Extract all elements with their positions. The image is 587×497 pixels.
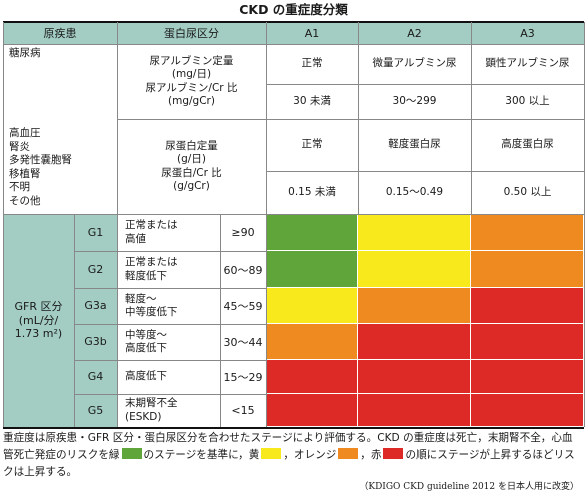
gfr-code: G4 [74, 360, 117, 394]
risk-cell [358, 324, 471, 360]
gfr-range: ≥90 [231, 226, 255, 239]
other-a3-label: 高度蛋白尿 [501, 138, 554, 151]
gfr-range: <15 [231, 404, 255, 417]
right-border [584, 22, 585, 427]
footer-text-3: ，オレンジ [283, 449, 337, 461]
source-citation: （KDIGO CKD guideline 2012 を日本人用に改変） [359, 482, 579, 492]
page-title: CKD の重症度分類 [239, 2, 348, 17]
gfr-label: GFR 区分 (mL/分/ 1.73 m²) [3, 214, 74, 427]
bottom-rule [3, 427, 584, 429]
header-cause-label: 原疾患 [43, 27, 77, 40]
risk-cell [266, 324, 358, 360]
diabetes-a1-range: 30 未満 [293, 94, 331, 107]
risk-cell [471, 251, 584, 288]
risk-cell [266, 288, 358, 324]
col-rule-2 [266, 22, 267, 427]
diabetes-a2-range: 30〜299 [392, 94, 437, 107]
diabetes-measure: 尿アルブミン定量 (mg/日) 尿アルブミン/Cr 比 (mg/gCr) [145, 54, 238, 108]
green-swatch [121, 448, 142, 459]
gfr-row-rule [74, 251, 266, 252]
risk-cell [358, 288, 471, 324]
col-rule-gfr [74, 214, 75, 427]
col-rule-1 [117, 22, 118, 214]
gfr-description: 末期腎不全 (ESKD) [125, 397, 178, 423]
gfr-description: 正常または 高値 [125, 219, 178, 245]
header-a3-label: A3 [520, 26, 535, 40]
top-rule [3, 21, 584, 23]
footer-text-4: ，赤 [360, 449, 382, 461]
risk-cell [358, 394, 471, 427]
gfr-range: 15〜29 [223, 371, 263, 384]
gfr-description: 高度低下 [125, 370, 167, 383]
gfr-description: 軽度〜 中等度低下 [125, 292, 178, 319]
header-proteinuria-label: 蛋白尿区分 [164, 27, 219, 40]
footer-text-5: の順にステージが上昇するほどリスクは上昇する。 [3, 449, 575, 478]
yellow-swatch [261, 448, 282, 459]
header-a2-label: A2 [407, 26, 422, 40]
gfr-code: G3a [74, 288, 117, 324]
diabetes-a1-label: 正常 [301, 57, 323, 70]
rule-diabetes [117, 119, 584, 120]
gfr-code: G3b [74, 324, 117, 360]
other-causes: 高血圧 腎炎 多発性嚢胞腎 移植腎 不明 その他 [9, 127, 72, 207]
risk-cell [358, 360, 471, 394]
gfr-row-rule [74, 394, 266, 395]
gfr-code: G2 [74, 251, 117, 288]
risk-cell [358, 214, 471, 251]
other-a2-label: 軽度蛋白尿 [388, 138, 441, 151]
risk-cell [471, 394, 584, 427]
diabetes-cause: 糖尿病 [9, 47, 41, 59]
footer-text-1: 重症度は原疾患・GFR 区分・蛋白尿区分を合わせたステージにより評価する。CKD… [3, 432, 573, 461]
gfr-description: 正常または 軽度低下 [125, 256, 178, 282]
diabetes-a2-label: 微量アルブミン尿 [372, 57, 457, 70]
header-a1: A1 [266, 22, 358, 44]
header-a2: A2 [358, 22, 471, 44]
rule-header [3, 44, 584, 45]
footer-note: 重症度は原疾患・GFR 区分・蛋白尿区分を合わせたステージにより評価する。CKD… [3, 430, 583, 481]
rule-other [3, 214, 584, 215]
risk-cell [471, 214, 584, 251]
risk-cell [266, 214, 358, 251]
gfr-range: 45〜59 [223, 300, 263, 313]
risk-cell [471, 360, 584, 394]
gfr-code: G5 [74, 394, 117, 427]
gfr-range: 60〜89 [223, 263, 263, 277]
col-rule-code [117, 214, 118, 427]
gfr-description: 中等度〜 高度低下 [125, 328, 167, 355]
other-a2-range: 0.15〜0.49 [385, 185, 444, 198]
footer-text-2: のステージを基準に，黄 [143, 449, 260, 461]
red-swatch [383, 448, 404, 459]
risk-cell [266, 251, 358, 288]
risk-cell [266, 394, 358, 427]
rule-diabetes-mid [266, 84, 584, 85]
other-measure: 尿蛋白定量 (g/日) 尿蛋白/Cr 比 (g/gCr) [161, 139, 222, 193]
col-rule-3 [358, 22, 359, 214]
gfr-range: 30〜44 [223, 336, 263, 349]
diabetes-a3-label: 顕性アルブミン尿 [485, 57, 570, 70]
rule-other-mid [266, 171, 584, 172]
diabetes-a3-range: 300 以上 [505, 94, 550, 107]
col-rule-range [220, 214, 221, 427]
header-a3: A3 [471, 22, 584, 44]
other-a3-range: 0.50 以上 [503, 185, 552, 198]
gfr-row-rule [74, 360, 266, 361]
col-rule-4 [471, 22, 472, 214]
left-border [3, 22, 4, 427]
other-a1-label: 正常 [301, 138, 323, 151]
orange-swatch [338, 448, 359, 459]
header-a1-label: A1 [304, 26, 320, 40]
header-proteinuria: 蛋白尿区分 [117, 22, 266, 44]
risk-cell [471, 324, 584, 360]
risk-cell [266, 360, 358, 394]
gfr-row-rule [74, 324, 266, 325]
risk-cell [471, 288, 584, 324]
header-cause: 原疾患 [3, 22, 117, 44]
other-a1-range: 0.15 未満 [288, 185, 336, 198]
gfr-row-rule [74, 288, 266, 289]
gfr-code: G1 [74, 214, 117, 251]
risk-cell [358, 251, 471, 288]
